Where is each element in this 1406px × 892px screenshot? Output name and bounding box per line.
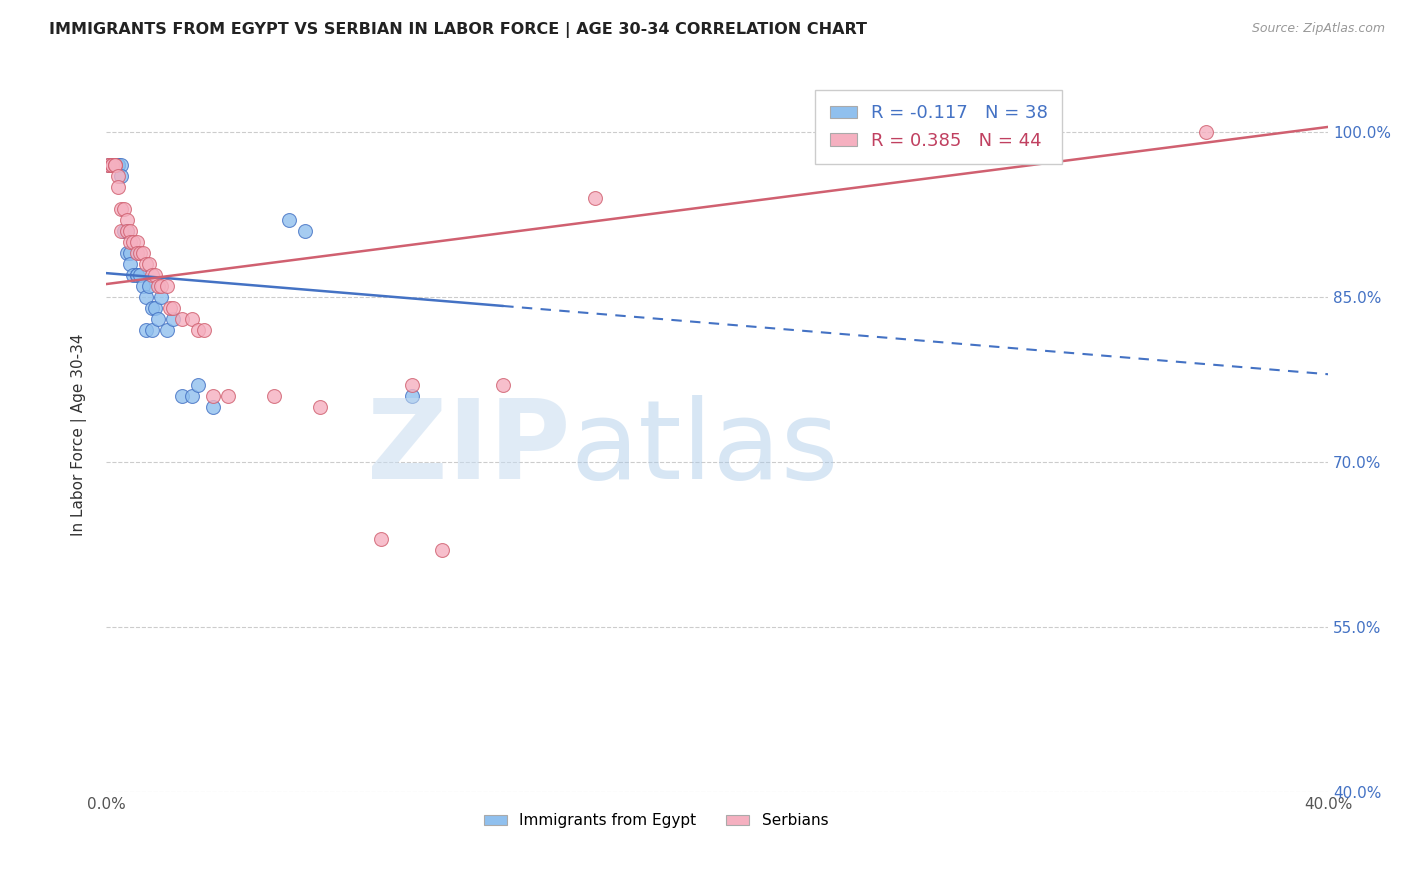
- Point: [263, 389, 285, 403]
- Point: [122, 268, 145, 283]
- Point: [125, 235, 148, 250]
- Point: [117, 224, 139, 238]
- Point: [107, 169, 129, 184]
- Point: [98, 158, 121, 172]
- Point: [110, 169, 132, 184]
- Point: [201, 389, 224, 403]
- Point: [141, 323, 163, 337]
- Point: [309, 401, 332, 415]
- Point: [98, 158, 121, 172]
- Point: [143, 301, 166, 316]
- Point: [125, 268, 148, 283]
- Text: atlas: atlas: [571, 395, 839, 502]
- Point: [98, 158, 121, 172]
- Point: [101, 158, 124, 172]
- Point: [180, 389, 202, 403]
- Point: [143, 268, 166, 283]
- Point: [122, 235, 145, 250]
- Point: [104, 158, 127, 172]
- Point: [430, 543, 453, 558]
- Point: [146, 279, 169, 293]
- Point: [583, 191, 606, 205]
- Point: [172, 312, 194, 326]
- Point: [159, 301, 181, 316]
- Point: [138, 279, 160, 293]
- Point: [131, 246, 153, 260]
- Y-axis label: In Labor Force | Age 30-34: In Labor Force | Age 30-34: [72, 334, 87, 536]
- Legend: Immigrants from Egypt, Serbians: Immigrants from Egypt, Serbians: [478, 807, 834, 834]
- Point: [193, 323, 215, 337]
- Point: [110, 158, 132, 172]
- Point: [101, 158, 124, 172]
- Point: [104, 158, 127, 172]
- Point: [162, 312, 184, 326]
- Point: [98, 158, 121, 172]
- Point: [217, 389, 239, 403]
- Point: [120, 224, 142, 238]
- Point: [104, 158, 127, 172]
- Point: [117, 246, 139, 260]
- Point: [1195, 125, 1218, 139]
- Point: [172, 389, 194, 403]
- Point: [104, 158, 127, 172]
- Point: [117, 213, 139, 227]
- Point: [370, 532, 392, 546]
- Point: [401, 378, 423, 392]
- Point: [187, 378, 209, 392]
- Point: [141, 268, 163, 283]
- Point: [135, 257, 157, 271]
- Point: [98, 158, 121, 172]
- Point: [401, 389, 423, 403]
- Point: [146, 312, 169, 326]
- Point: [107, 158, 129, 172]
- Point: [135, 290, 157, 304]
- Point: [112, 224, 135, 238]
- Point: [201, 401, 224, 415]
- Point: [117, 224, 139, 238]
- Point: [120, 235, 142, 250]
- Point: [162, 301, 184, 316]
- Text: IMMIGRANTS FROM EGYPT VS SERBIAN IN LABOR FORCE | AGE 30-34 CORRELATION CHART: IMMIGRANTS FROM EGYPT VS SERBIAN IN LABO…: [49, 22, 868, 38]
- Text: ZIP: ZIP: [367, 395, 571, 502]
- Point: [101, 158, 124, 172]
- Point: [128, 246, 150, 260]
- Point: [110, 202, 132, 217]
- Point: [138, 257, 160, 271]
- Point: [149, 279, 172, 293]
- Point: [112, 202, 135, 217]
- Point: [135, 323, 157, 337]
- Point: [156, 279, 179, 293]
- Point: [104, 158, 127, 172]
- Point: [125, 246, 148, 260]
- Point: [131, 279, 153, 293]
- Point: [294, 224, 316, 238]
- Point: [101, 158, 124, 172]
- Text: Source: ZipAtlas.com: Source: ZipAtlas.com: [1251, 22, 1385, 36]
- Point: [128, 268, 150, 283]
- Point: [120, 257, 142, 271]
- Point: [107, 180, 129, 194]
- Point: [278, 213, 301, 227]
- Point: [120, 246, 142, 260]
- Point: [492, 378, 515, 392]
- Point: [110, 224, 132, 238]
- Point: [141, 301, 163, 316]
- Point: [180, 312, 202, 326]
- Point: [149, 290, 172, 304]
- Point: [156, 323, 179, 337]
- Point: [187, 323, 209, 337]
- Point: [125, 268, 148, 283]
- Point: [107, 158, 129, 172]
